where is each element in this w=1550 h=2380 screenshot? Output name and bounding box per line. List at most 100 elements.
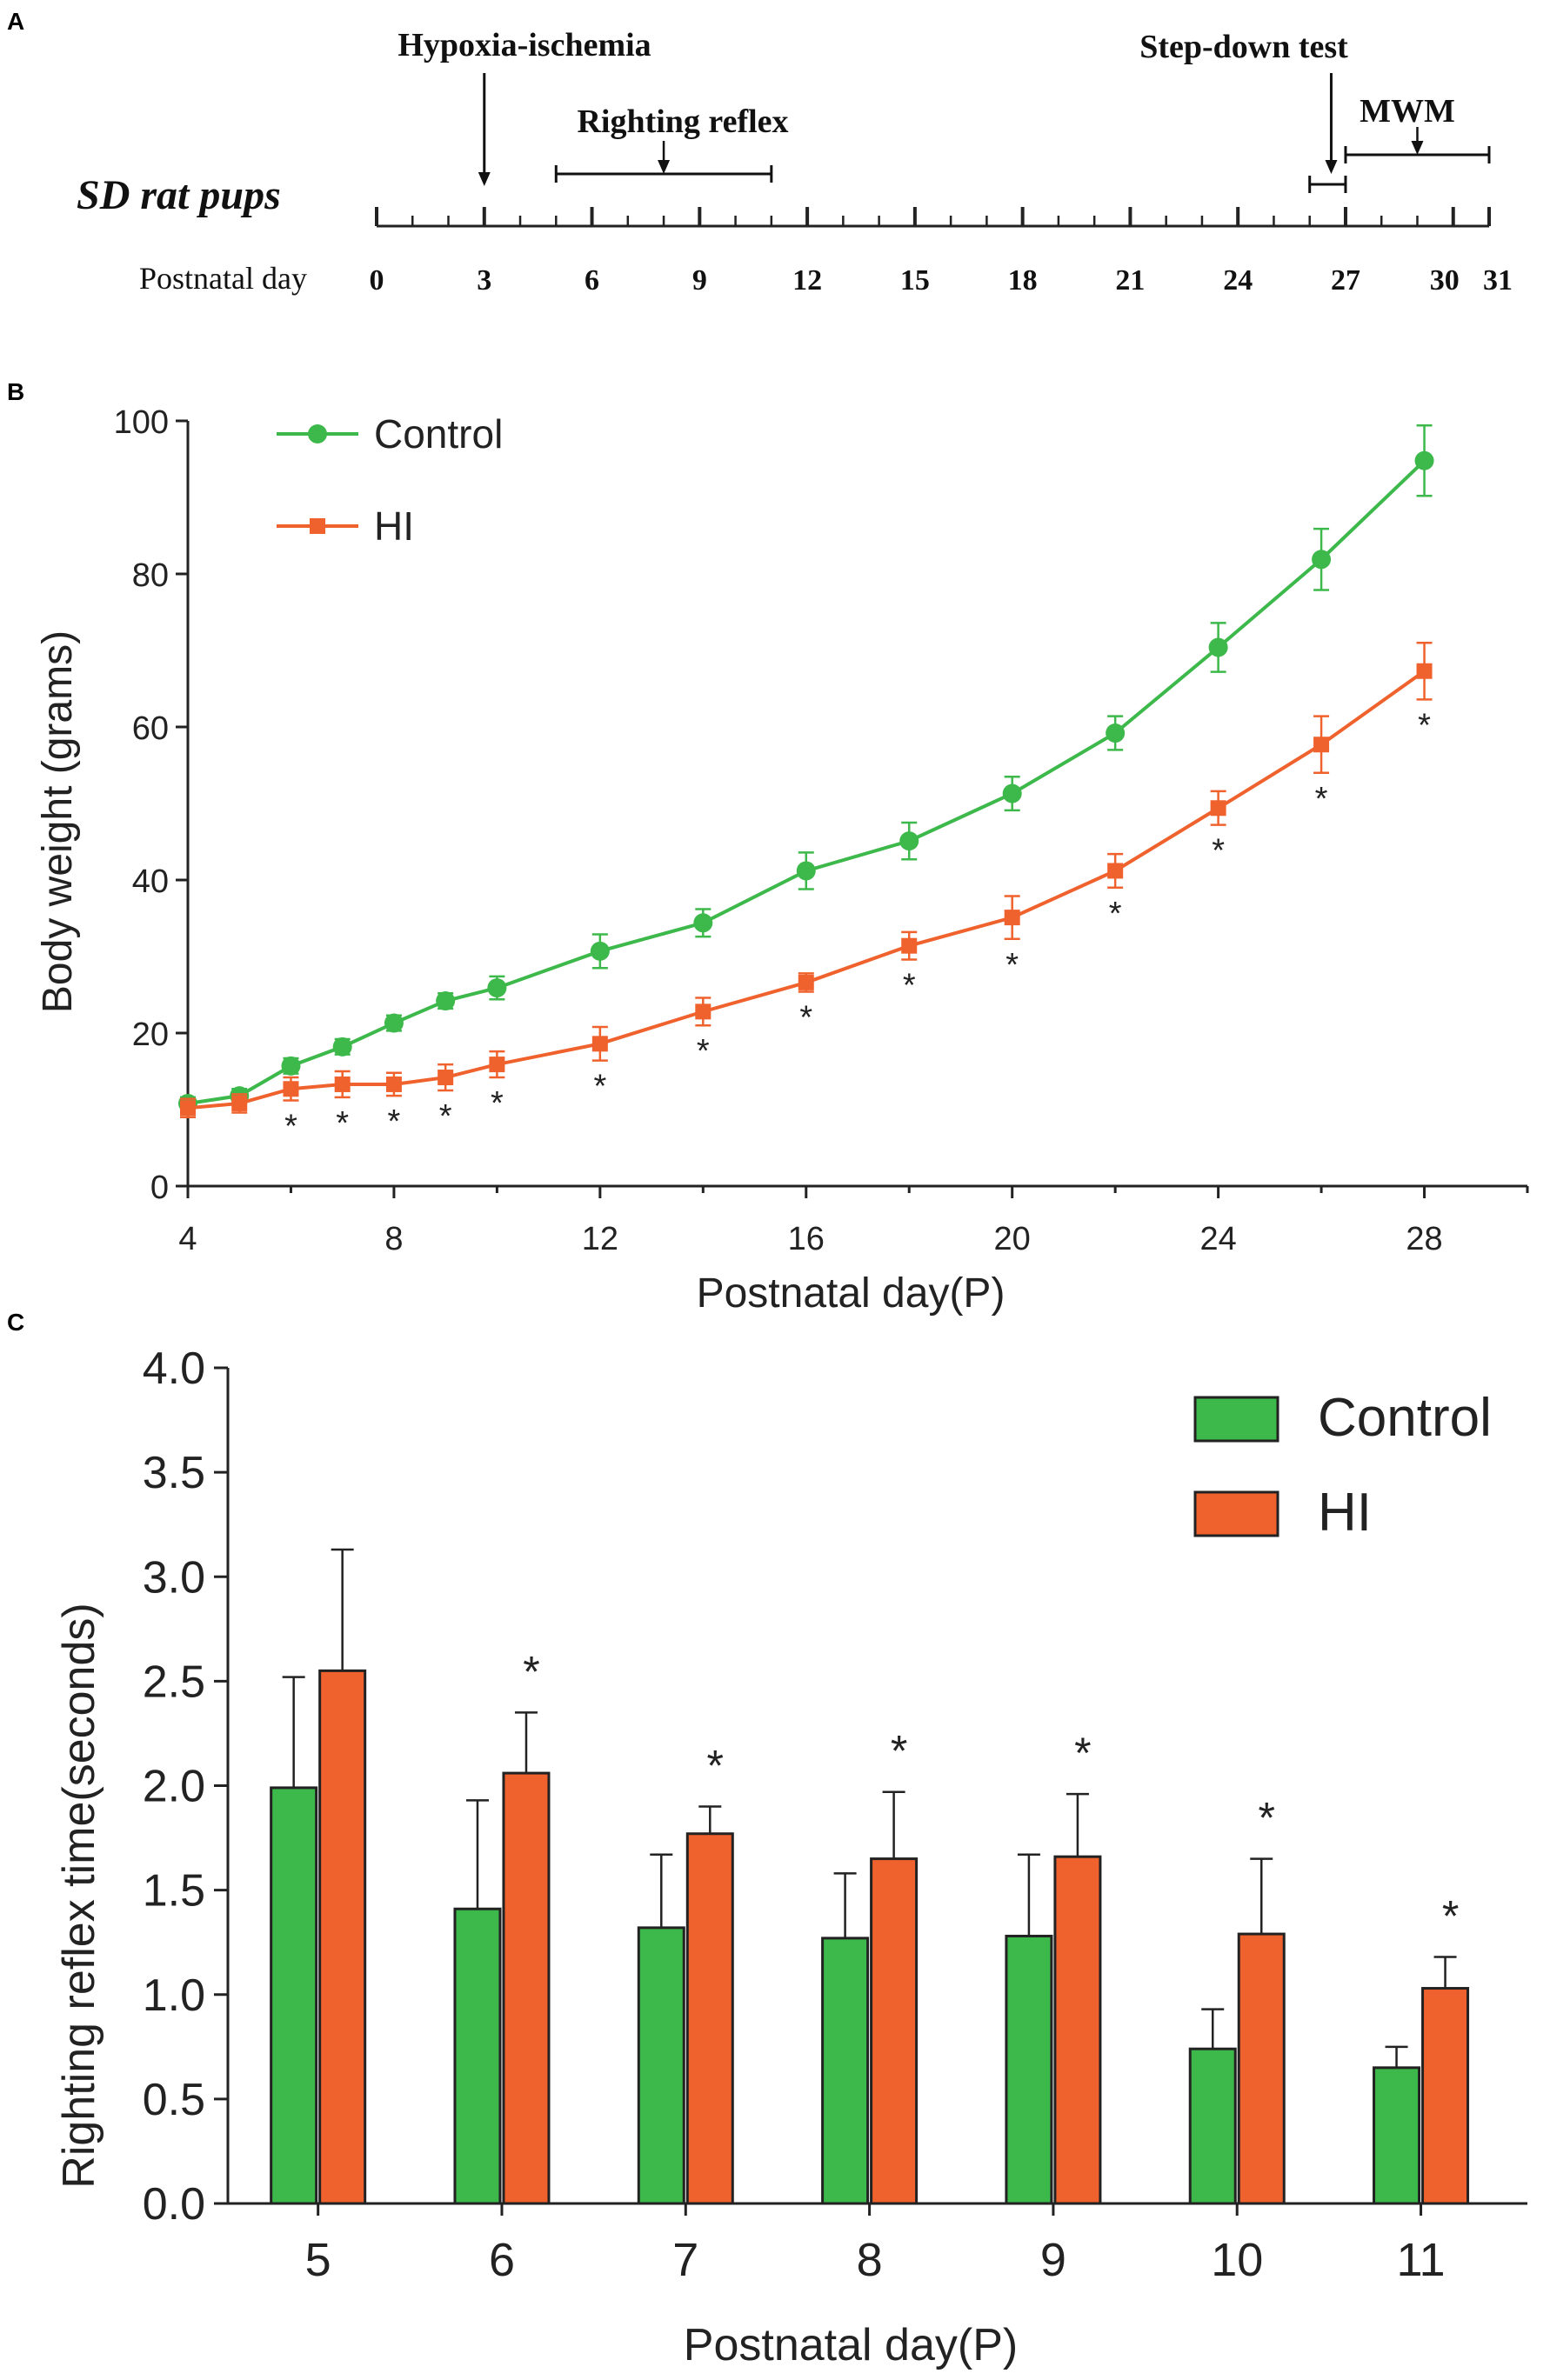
b-significance-marker: * (491, 1085, 504, 1122)
b-x-tick-label: 28 (1406, 1221, 1442, 1257)
control-bar (1005, 1934, 1053, 2205)
hi-bar (1053, 1855, 1102, 2205)
panel-label-b: B (7, 378, 24, 405)
b-significance-marker: * (903, 968, 916, 1004)
timeline-tick-label: 15 (900, 264, 930, 297)
hi-point (180, 1100, 196, 1117)
c-significance-marker: * (523, 1647, 539, 1696)
control-bar (821, 1937, 870, 2205)
timeline-tick-label: 18 (1008, 264, 1038, 297)
b-x-axis-label: Postnatal day(P) (697, 1270, 1005, 1317)
control-point (1208, 637, 1228, 657)
hi-point (1107, 863, 1124, 879)
hi-point (798, 974, 814, 990)
hi-bar (502, 1771, 551, 2205)
arrow-head (658, 160, 671, 174)
body-weight-chart: B Body weight (grams) Postnatal day(P) 0… (7, 378, 1529, 1317)
control-point (1002, 783, 1022, 803)
timeline-tick-label: 31 (1483, 264, 1513, 297)
c-y-tick-label: 2.5 (143, 1657, 205, 1707)
control-point (899, 831, 919, 851)
b-legend-label: HI (374, 503, 414, 549)
b-y-tick-label: 0 (150, 1170, 169, 1206)
event-label: Hypoxia-ischemia (398, 27, 651, 63)
b-legend-marker (308, 424, 327, 443)
arrow-head (1325, 160, 1338, 174)
event-label: Step-down test (1139, 29, 1348, 65)
timeline-events: Hypoxia-ischemia Righting reflex Step-down… (398, 27, 1491, 193)
control-bar (1373, 2066, 1421, 2205)
b-significance-marker: * (1315, 781, 1328, 817)
b-x-tick-label: 12 (582, 1221, 618, 1257)
hi-point (591, 1036, 608, 1052)
hi-point (438, 1070, 454, 1086)
b-y-tick-label: 60 (132, 710, 169, 747)
control-point (436, 991, 456, 1011)
c-x-tick-label: 8 (857, 2234, 883, 2286)
b-significance-marker: * (697, 1033, 710, 1070)
b-y-tick-label: 20 (132, 1017, 169, 1053)
b-significance-marker: * (1418, 707, 1431, 743)
timeline-tick-label: 9 (692, 264, 707, 297)
c-legend-label: Control (1318, 1388, 1492, 1448)
hi-line (187, 670, 1426, 1110)
hi-point (1313, 737, 1330, 753)
control-point (590, 941, 610, 961)
timeline-subject: SD rat pups (77, 172, 281, 218)
panel-label-a: A (7, 8, 24, 35)
c-legend-label: HI (1318, 1483, 1372, 1543)
timeline-tick-label: 21 (1115, 264, 1145, 297)
control-point (281, 1056, 301, 1076)
control-point (693, 913, 713, 933)
b-y-axis-label: Body weight (grams) (35, 630, 81, 1013)
control-point (796, 861, 816, 881)
b-y-tick-label: 80 (132, 557, 169, 594)
control-point (487, 978, 507, 998)
b-y-tick-label: 100 (114, 404, 169, 441)
c-significance-marker: * (1442, 1892, 1459, 1941)
c-x-tick-label: 10 (1211, 2234, 1263, 2286)
hi-point (1416, 663, 1433, 679)
c-y-tick-label: 3.5 (143, 1448, 205, 1498)
hi-bar (1421, 1987, 1470, 2205)
b-significance-marker: * (1109, 896, 1122, 932)
b-significance-marker: * (388, 1103, 401, 1140)
b-significance-marker: * (1005, 947, 1019, 983)
hi-point (385, 1076, 402, 1092)
hi-point (1004, 910, 1020, 926)
timeline-tick-label: 24 (1223, 264, 1253, 297)
timeline-panel: A SD rat pups 0 3 6 9 12 15 18 21 24 27 30 31 Postn… (7, 8, 1513, 297)
b-x-tick-label: 16 (788, 1221, 825, 1257)
c-plot-area: 0.0 0.5 1.0 1.5 2.0 2.5 3.0 3.5 4.0 5 6 * 7 * 8 * 9 * 10 * 1… (143, 1343, 1527, 2286)
righting-reflex-chart: C Righting reflex time(seconds) Postnata… (7, 1309, 1527, 2370)
c-y-tick-label: 2.0 (143, 1762, 205, 1812)
control-bar (637, 1926, 685, 2205)
b-significance-marker: * (439, 1098, 452, 1135)
arrow-head (478, 172, 491, 186)
c-significance-marker: * (707, 1742, 724, 1790)
c-legend-swatch (1193, 1490, 1279, 1537)
hi-point (489, 1057, 505, 1073)
hi-point (283, 1081, 299, 1097)
c-significance-marker: * (891, 1727, 907, 1776)
b-significance-marker: * (593, 1069, 606, 1105)
hi-bar (870, 1857, 919, 2205)
c-y-tick-label: 4.0 (143, 1343, 205, 1394)
b-significance-marker: * (1212, 833, 1225, 870)
timeline-tick-label: 27 (1331, 264, 1360, 297)
timeline-tick-label: 6 (585, 264, 599, 297)
hi-point (901, 937, 918, 954)
c-x-tick-label: 7 (672, 2234, 698, 2286)
b-legend-marker (310, 518, 325, 534)
control-point (1414, 450, 1434, 470)
panel-label-c: C (7, 1309, 24, 1336)
c-y-tick-label: 1.0 (143, 1970, 205, 2021)
timeline-axis-label: Postnatal day (139, 261, 307, 296)
timeline-tick-label: 30 (1430, 264, 1460, 297)
c-y-tick-label: 0.0 (143, 2179, 205, 2230)
c-x-axis-label: Postnatal day(P) (684, 2320, 1018, 2370)
hi-point (1210, 800, 1226, 817)
b-significance-marker: * (284, 1108, 297, 1144)
control-point (332, 1037, 352, 1057)
